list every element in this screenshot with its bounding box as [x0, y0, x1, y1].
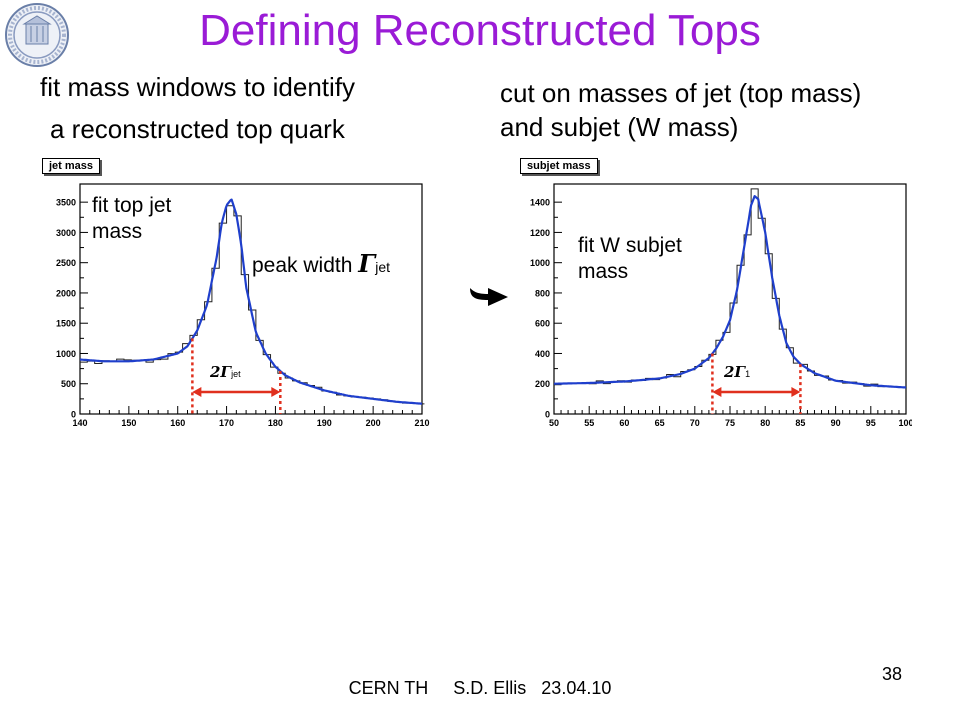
left-text-line2: a reconstructed top quark — [50, 114, 345, 144]
fit-w-subjet-label-line2: mass — [578, 260, 629, 283]
jet-mass-chart: 0 500 1000 1500 2000 2500 3000 3500 140 150 160 170… — [56, 183, 430, 428]
y-tick-label: 600 — [535, 319, 550, 329]
right-window-label: 2Γ1 — [724, 363, 750, 381]
y-tick-label: 1000 — [56, 349, 76, 359]
right-text-line1: cut on masses of jet (top mass) — [500, 78, 862, 108]
y-tick-label: 0 — [71, 410, 76, 420]
window-arrowhead-right — [271, 387, 281, 397]
plot-frame — [79, 183, 423, 415]
left-histogram-label: jet mass — [42, 158, 101, 174]
peak-width-label: peak width Γjet — [252, 252, 390, 279]
left-window-sub: jet — [231, 369, 241, 379]
y-tick-label: 0 — [545, 410, 550, 420]
x-tick-label: 90 — [831, 418, 841, 428]
y-tick-label: 1000 — [530, 258, 550, 268]
y-tick-label: 400 — [535, 349, 550, 359]
x-tick-label: 95 — [866, 418, 876, 428]
plot-frame — [553, 183, 907, 415]
y-tick-label: 3500 — [56, 198, 76, 208]
left-text-line1: fit mass windows to identify — [40, 72, 356, 102]
y-tick-label: 1200 — [530, 228, 550, 238]
window-arrowhead-left — [192, 387, 202, 397]
x-tick-label: 140 — [72, 418, 87, 428]
x-tick-label: 80 — [760, 418, 770, 428]
x-tick-label: 60 — [619, 418, 629, 428]
window-arrowhead-left — [712, 387, 722, 397]
fit-curve — [79, 198, 423, 405]
window-arrowhead-right — [791, 387, 801, 397]
x-tick-label: 180 — [268, 418, 283, 428]
x-tick-label: 70 — [690, 418, 700, 428]
x-tick-label: 65 — [655, 418, 665, 428]
university-seal-icon — [5, 3, 69, 67]
fit-top-jet-label-line2: mass — [92, 220, 143, 243]
fit-w-subjet-label-line1: fit W subjet — [578, 234, 682, 257]
x-tick-label: 100 — [898, 418, 912, 428]
page-number: 38 — [882, 664, 903, 684]
left-window-symbol: 2Γ — [210, 363, 232, 381]
x-tick-label: 150 — [121, 418, 136, 428]
fit-curve — [554, 195, 907, 389]
slide-title: Defining Reconstructed Tops — [199, 6, 761, 55]
peak-width-sub: jet — [375, 259, 391, 275]
subjet-mass-chart: 0 200 400 600 800 1000 1200 1400 50 55 60 65 70 75 80 8… — [530, 183, 912, 428]
y-tick-label: 1400 — [530, 198, 550, 208]
y-tick-label: 800 — [535, 288, 550, 298]
fit-top-jet-label-line1: fit top jet — [92, 194, 172, 217]
x-tick-label: 75 — [725, 418, 735, 428]
x-tick-label: 160 — [170, 418, 185, 428]
footer-text: CERN TH S.D. Ellis 23.04.10 — [348, 678, 612, 698]
peak-width-text: peak width — [252, 254, 359, 277]
right-window-sub: 1 — [745, 369, 751, 379]
right-arrow-icon — [470, 288, 508, 306]
y-tick-label: 2000 — [56, 288, 76, 298]
x-tick-label: 55 — [584, 418, 594, 428]
x-tick-label: 190 — [317, 418, 332, 428]
x-tick-label: 210 — [414, 418, 429, 428]
y-tick-label: 1500 — [56, 319, 76, 329]
y-tick-label: 200 — [535, 379, 550, 389]
y-tick-label: 2500 — [56, 258, 76, 268]
right-window-symbol: 2Γ — [724, 363, 746, 381]
x-tick-label: 170 — [219, 418, 234, 428]
x-tick-label: 50 — [549, 418, 559, 428]
left-window-label: 2Γjet — [210, 363, 241, 381]
x-tick-label: 85 — [795, 418, 805, 428]
right-text-line2: and subjet (W mass) — [500, 112, 739, 142]
peak-width-gamma: Γ — [358, 249, 376, 278]
x-tick-label: 200 — [366, 418, 381, 428]
y-tick-label: 500 — [61, 379, 76, 389]
y-tick-label: 3000 — [56, 228, 76, 238]
right-histogram-label: subjet mass — [520, 158, 598, 174]
